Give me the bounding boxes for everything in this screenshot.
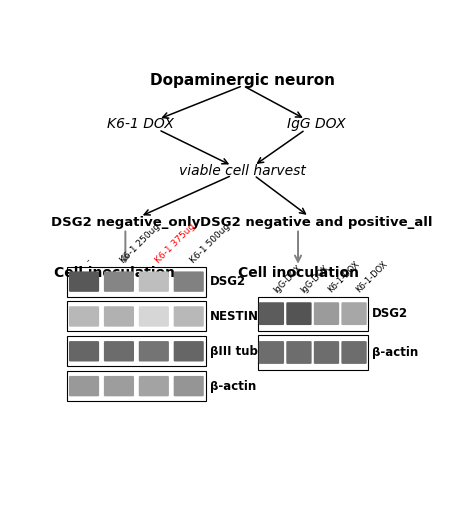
- Text: βIII tubulin: βIII tubulin: [210, 345, 283, 358]
- FancyBboxPatch shape: [259, 302, 284, 325]
- FancyBboxPatch shape: [69, 376, 99, 396]
- FancyBboxPatch shape: [341, 302, 367, 325]
- Text: K6-1-DOX: K6-1-DOX: [354, 259, 389, 295]
- Text: IgG-DOX: IgG-DOX: [272, 263, 303, 295]
- FancyBboxPatch shape: [173, 271, 204, 292]
- FancyBboxPatch shape: [173, 306, 204, 327]
- Text: K6-1 500ug: K6-1 500ug: [189, 222, 232, 265]
- FancyBboxPatch shape: [314, 341, 339, 364]
- Text: Dopaminergic neuron: Dopaminergic neuron: [150, 73, 336, 88]
- FancyBboxPatch shape: [69, 341, 99, 361]
- FancyBboxPatch shape: [173, 376, 204, 396]
- Text: K6-1-DOX: K6-1-DOX: [327, 259, 362, 295]
- FancyBboxPatch shape: [286, 341, 311, 364]
- FancyBboxPatch shape: [139, 306, 169, 327]
- FancyBboxPatch shape: [66, 302, 206, 331]
- FancyBboxPatch shape: [66, 336, 206, 366]
- Text: Cell inoculation: Cell inoculation: [237, 266, 358, 280]
- Text: K6-1 375ug: K6-1 375ug: [154, 222, 197, 265]
- Text: DSG2 negative and positive_all: DSG2 negative and positive_all: [200, 216, 433, 229]
- Text: β-actin: β-actin: [372, 346, 419, 359]
- FancyBboxPatch shape: [69, 306, 99, 327]
- FancyBboxPatch shape: [139, 271, 169, 292]
- FancyBboxPatch shape: [69, 271, 99, 292]
- Text: β-actin: β-actin: [210, 380, 256, 393]
- Text: IgG-DOX: IgG-DOX: [299, 263, 330, 295]
- FancyBboxPatch shape: [259, 341, 284, 364]
- FancyBboxPatch shape: [341, 341, 367, 364]
- FancyBboxPatch shape: [104, 341, 134, 361]
- Text: DSG2: DSG2: [372, 307, 409, 320]
- Text: DSG2 negative_only: DSG2 negative_only: [51, 216, 200, 229]
- Text: K6-1 DOX: K6-1 DOX: [107, 118, 173, 132]
- Text: NESTIN: NESTIN: [210, 310, 259, 323]
- FancyBboxPatch shape: [286, 302, 311, 325]
- Text: DSG2: DSG2: [210, 275, 246, 288]
- FancyBboxPatch shape: [139, 341, 169, 361]
- FancyBboxPatch shape: [139, 376, 169, 396]
- Text: K6-1 250ug: K6-1 250ug: [119, 222, 162, 265]
- FancyBboxPatch shape: [258, 335, 368, 370]
- Text: IgG DOX: IgG DOX: [287, 118, 346, 132]
- FancyBboxPatch shape: [104, 376, 134, 396]
- FancyBboxPatch shape: [173, 341, 204, 361]
- Text: Cell inoculation: Cell inoculation: [54, 266, 175, 280]
- FancyBboxPatch shape: [104, 306, 134, 327]
- Text: -: -: [84, 256, 93, 265]
- FancyBboxPatch shape: [314, 302, 339, 325]
- Text: viable cell harvest: viable cell harvest: [180, 163, 306, 177]
- FancyBboxPatch shape: [104, 271, 134, 292]
- FancyBboxPatch shape: [66, 267, 206, 296]
- FancyBboxPatch shape: [258, 296, 368, 331]
- FancyBboxPatch shape: [66, 371, 206, 401]
